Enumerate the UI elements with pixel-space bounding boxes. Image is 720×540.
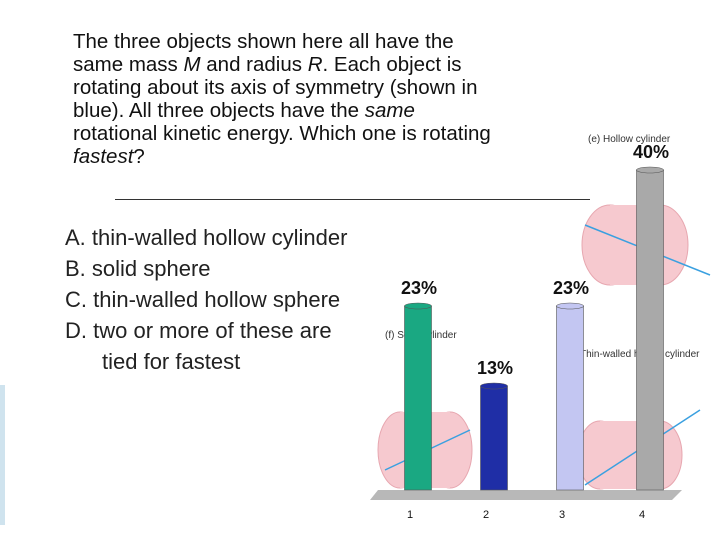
options: A. thin-walled hollow cylinder B. solid s… bbox=[65, 222, 365, 377]
underline bbox=[115, 199, 590, 200]
value-label: 40% bbox=[633, 142, 669, 162]
bar bbox=[636, 169, 664, 491]
question-text: same mass bbox=[73, 53, 184, 76]
value-label: 13% bbox=[477, 358, 513, 378]
option: C. thin-walled hollow sphere bbox=[65, 287, 341, 312]
bar-cap bbox=[636, 166, 664, 174]
edge-strip bbox=[0, 385, 5, 525]
question-text: fastest bbox=[73, 145, 134, 168]
value-label: 23% bbox=[553, 278, 589, 298]
question-text: rotating about its axis of symmetry (sho… bbox=[73, 76, 478, 99]
question-text: and radius bbox=[200, 53, 308, 76]
bar-cap bbox=[556, 302, 584, 310]
question-text: rotational kinetic energy. Which one is … bbox=[73, 122, 491, 145]
x-tick-label: 3 bbox=[559, 509, 565, 521]
option: A. thin-walled hollow cylinder bbox=[65, 225, 348, 250]
x-tick-label: 4 bbox=[639, 509, 645, 521]
value-label: 23% bbox=[401, 278, 437, 298]
bar bbox=[404, 305, 432, 491]
question-text: blue). All three objects have the bbox=[73, 99, 365, 122]
bar bbox=[556, 305, 584, 491]
floor bbox=[370, 490, 682, 500]
question-line: same mass M and radius R. Each object is bbox=[73, 53, 491, 76]
question-text: R bbox=[307, 53, 323, 76]
question: The three objects shown here all have th… bbox=[73, 30, 491, 168]
x-tick-label: 2 bbox=[483, 509, 489, 521]
bar bbox=[480, 385, 508, 491]
question-line: rotating about its axis of symmetry (sho… bbox=[73, 76, 491, 99]
question-line: fastest? bbox=[73, 145, 491, 168]
x-tick-label: 1 bbox=[407, 509, 413, 521]
question-text: . Each object is bbox=[322, 53, 462, 76]
question-line: The three objects shown here all have th… bbox=[73, 30, 491, 53]
question-text: same bbox=[364, 99, 415, 122]
question-line: blue). All three objects have the same bbox=[73, 99, 491, 122]
question-text: M bbox=[183, 53, 201, 76]
option: D. two or more of these are tied for fas… bbox=[65, 318, 332, 374]
question-line: rotational kinetic energy. Which one is … bbox=[73, 122, 491, 145]
question-text: The three objects shown here all have th… bbox=[73, 30, 454, 53]
figure-label: (e) Hollow cylinder bbox=[588, 134, 671, 145]
bar-cap bbox=[480, 382, 508, 390]
question-text: ? bbox=[133, 145, 145, 168]
option: B. solid sphere bbox=[65, 256, 211, 281]
bar-cap bbox=[404, 302, 432, 310]
